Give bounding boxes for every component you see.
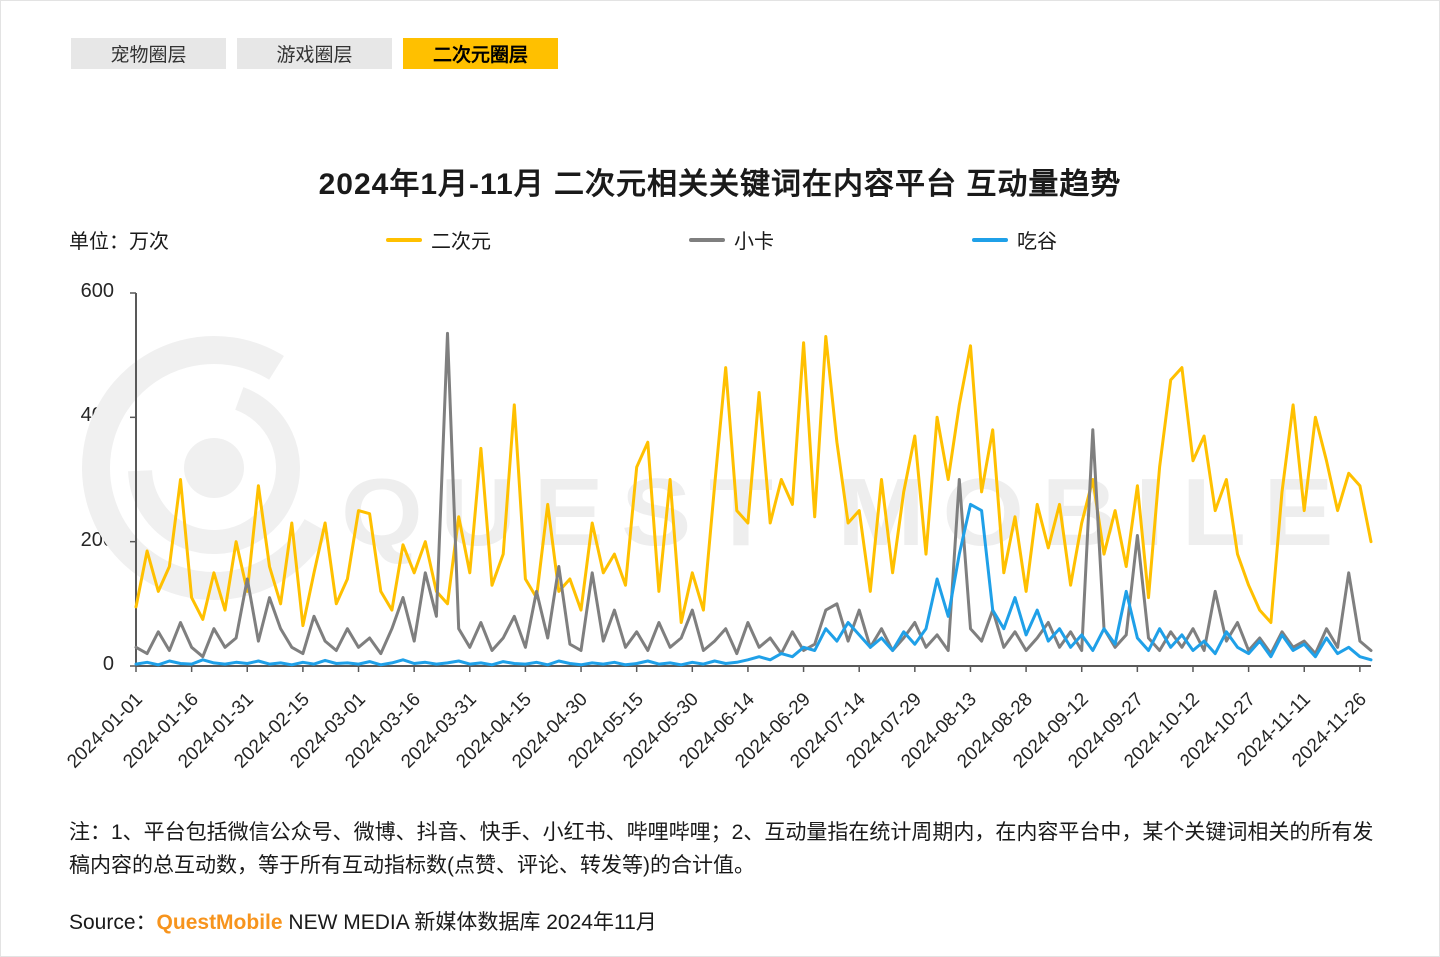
- legend-label: 二次元: [431, 231, 491, 253]
- source-prefix: Source：: [69, 911, 157, 934]
- legend-item-xiaoka: 小卡: [689, 225, 774, 254]
- legend-swatch-blue: [972, 237, 1008, 242]
- legend-label: 吃谷: [1017, 231, 1057, 253]
- source-suffix: NEW MEDIA 新媒体数据库 2024年11月: [282, 911, 657, 934]
- tab-game-circle[interactable]: 游戏圈层: [237, 38, 392, 69]
- source-line: Source：QuestMobile NEW MEDIA 新媒体数据库 2024…: [69, 906, 657, 936]
- legend-swatch-yellow: [386, 237, 422, 242]
- circle-tabs: 宠物圈层 游戏圈层 二次元圈层: [71, 38, 558, 69]
- legend-item-erciyuan: 二次元: [386, 225, 491, 254]
- footnote: 注：1、平台包括微信公众号、微博、抖音、快手、小红书、哔哩哔哩；2、互动量指在统…: [69, 821, 1374, 877]
- y-tick-label: 0: [102, 653, 114, 675]
- questmobile-logo-watermark: [82, 336, 346, 600]
- tab-acg-circle[interactable]: 二次元圈层: [403, 38, 558, 69]
- chart-title: 2024年1月-11月 二次元相关关键词在内容平台 互动量趋势: [318, 168, 1122, 201]
- unit-label: 单位：万次: [69, 231, 169, 253]
- plot-svg: QUEST MOBILE: [82, 292, 1373, 672]
- legend-label: 小卡: [734, 231, 774, 253]
- chart-legend: 二次元 小卡 吃谷: [386, 225, 1057, 254]
- source-brand-questmobile: QuestMobile: [156, 911, 283, 934]
- tab-pet-circle[interactable]: 宠物圈层: [71, 38, 226, 69]
- legend-swatch-gray: [689, 237, 725, 242]
- series-line-吃谷: [134, 502, 1373, 667]
- legend-item-chigu: 吃谷: [972, 225, 1057, 254]
- y-tick-label: 600: [80, 280, 114, 302]
- series-line-小卡: [134, 331, 1373, 659]
- series-line-二次元: [134, 335, 1373, 628]
